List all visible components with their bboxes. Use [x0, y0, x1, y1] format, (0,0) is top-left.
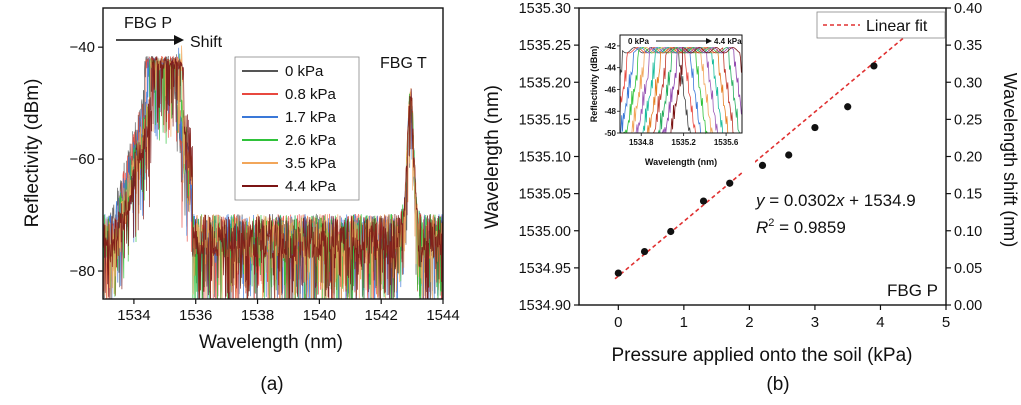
y-tick-label: 1535.15: [519, 112, 571, 128]
data-point: [785, 151, 793, 159]
x-tick-label: 1538: [241, 307, 274, 324]
x-tick-label: 5: [942, 314, 950, 331]
x-tick-label: 2: [745, 314, 753, 331]
annotation-fbg-t: FBG T: [380, 55, 427, 72]
inset-background: [583, 14, 755, 172]
panel-a: 1534 1536 1538 1540 1542 1544 −80 −60 −40 Wavel…: [22, 7, 460, 395]
data-point: [726, 179, 734, 187]
y-tick-label: 1535.00: [519, 224, 571, 240]
data-point: [811, 123, 819, 132]
y-tick-label: 1535.10: [519, 150, 571, 166]
panel-a-frame: [102, 7, 444, 300]
annotation-fbg-p-b: FBG P: [887, 281, 938, 300]
inset-plot: 1534.8 1535.2 1535.6 -42 -44 -46 -48 -50 0 kPa…: [583, 14, 755, 172]
inset-y-label: Reflectivity (dBm): [589, 46, 599, 123]
x-tick-label: 1542: [364, 307, 397, 324]
inset-frame: [619, 34, 743, 134]
legend-label: 3.5 kPa: [285, 155, 337, 172]
y-tick-label: 1534.90: [519, 298, 571, 314]
fit-r-squared: R2 = 0.9859: [756, 217, 846, 237]
annotation-shift: Shift: [190, 34, 223, 51]
inset-y-tick-label: -48: [604, 107, 616, 116]
data-point: [640, 247, 649, 256]
data-point: [614, 269, 622, 277]
inset-y-tick-label: -50: [604, 129, 616, 138]
data-point: [870, 62, 878, 70]
fit-legend-label: Linear fit: [866, 18, 928, 35]
inset-y-tick-label: -46: [604, 85, 616, 94]
annotation-fbg-p: FBG P: [124, 15, 172, 32]
y2-tick-label: 0.40: [954, 1, 982, 17]
y-tick-label: −40: [70, 39, 95, 56]
panel-b-y-label: Wavelength (nm): [482, 85, 503, 229]
inset-x-tick-label: 1535.6: [714, 138, 739, 147]
x-tick-label: 1540: [303, 307, 336, 324]
y-tick-label: 1535.30: [519, 1, 571, 17]
panel-b-caption: (b): [766, 374, 789, 395]
y-tick-label: −80: [70, 263, 95, 280]
y2-tick-label: 0.15: [954, 187, 982, 203]
inset-x-tick-label: 1534.8: [629, 138, 654, 147]
panel-b-x-ticks: 0 1 2 3 4 5: [614, 305, 950, 331]
inset-y-ticks: -42 -44 -46 -48 -50: [604, 42, 620, 138]
x-tick-label: 3: [811, 314, 819, 331]
panel-b-points: [614, 62, 878, 277]
x-tick-label: 1544: [426, 307, 459, 324]
panel-a-x-ticks: 1534 1536 1538 1540 1542 1544: [117, 299, 460, 324]
legend-label: 2.6 kPa: [285, 132, 337, 149]
y-tick-label: 1535.20: [519, 75, 571, 91]
panel-a-y-ticks: −80 −60 −40: [70, 39, 103, 280]
panel-a-spectra: [102, 45, 444, 300]
x-tick-label: 1: [680, 314, 688, 331]
fit-legend: Linear fit: [816, 11, 946, 39]
legend-label: 1.7 kPa: [285, 109, 337, 126]
x-tick-label: 4: [876, 314, 884, 331]
y2-tick-label: 0.05: [954, 261, 982, 277]
fit-line: [614, 31, 911, 280]
inset-x-label: Wavelength (nm): [645, 157, 717, 167]
y-tick-label: 1534.95: [519, 261, 571, 277]
y-tick-label: 1535.05: [519, 187, 571, 203]
data-point: [699, 197, 708, 205]
panel-a-x-label: Wavelength (nm): [199, 332, 343, 353]
panel-a-caption: (a): [260, 374, 283, 395]
inset-x-ticks: 1534.8 1535.2 1535.6: [629, 133, 739, 147]
panel-b-y2-ticks: 0.00 0.05 0.10 0.15 0.20 0.25 0.30 0.35 0.40: [946, 1, 982, 314]
inset-x-tick-label: 1535.2: [671, 138, 696, 147]
panel-b-y-ticks: 1534.90 1534.95 1535.00 1535.05 1535.10 1535.…: [519, 1, 579, 314]
inset-label-end: 4.4 kPa: [714, 37, 742, 46]
x-tick-label: 0: [614, 314, 622, 331]
y-tick-label: 1535.25: [519, 38, 571, 54]
y2-tick-label: 0.10: [954, 224, 982, 240]
panel-b-y2-label: Wavelength shift (nm): [1000, 73, 1020, 247]
fit-equation: y = 0.0302x + 1534.9: [755, 191, 916, 210]
shift-arrow-head: [174, 35, 184, 45]
inset-arrow-head: [706, 38, 712, 44]
y2-tick-label: 0.35: [954, 38, 982, 54]
legend-box: [234, 56, 360, 201]
panel-b: 0 1 2 3 4 5 1534.90 1534.95 1535.00 1535.05 1535.…: [482, 1, 1020, 395]
data-point: [758, 161, 767, 170]
legend-label: 0.8 kPa: [285, 86, 337, 103]
panel-b-x-label: Pressure applied onto the soil (kPa): [612, 345, 913, 366]
linear-fit-line: [614, 31, 911, 280]
y-tick-label: −60: [70, 151, 95, 168]
spectrum-4-4-kPa: [102, 56, 444, 300]
y2-tick-label: 0.20: [954, 150, 982, 166]
data-point: [667, 227, 675, 236]
legend-label: 0 kPa: [285, 63, 324, 80]
y2-tick-label: 0.25: [954, 112, 982, 128]
panel-a-y-label: Reflectivity (dBm): [22, 79, 43, 228]
y2-tick-label: 0.00: [954, 298, 982, 314]
inset-y-tick-label: -44: [604, 64, 616, 73]
panel-a-legend: 0 kPa 0.8 kPa 1.7 kPa 2.6 kPa 3.5 kPa 4.4 kPa: [234, 56, 360, 201]
x-tick-label: 1536: [179, 307, 212, 324]
inset-label-start: 0 kPa: [628, 37, 649, 46]
y2-tick-label: 0.30: [954, 75, 982, 91]
legend-label: 4.4 kPa: [285, 178, 337, 195]
x-tick-label: 1534: [117, 307, 150, 324]
inset-y-tick-label: -42: [604, 42, 616, 51]
data-point: [844, 103, 852, 111]
